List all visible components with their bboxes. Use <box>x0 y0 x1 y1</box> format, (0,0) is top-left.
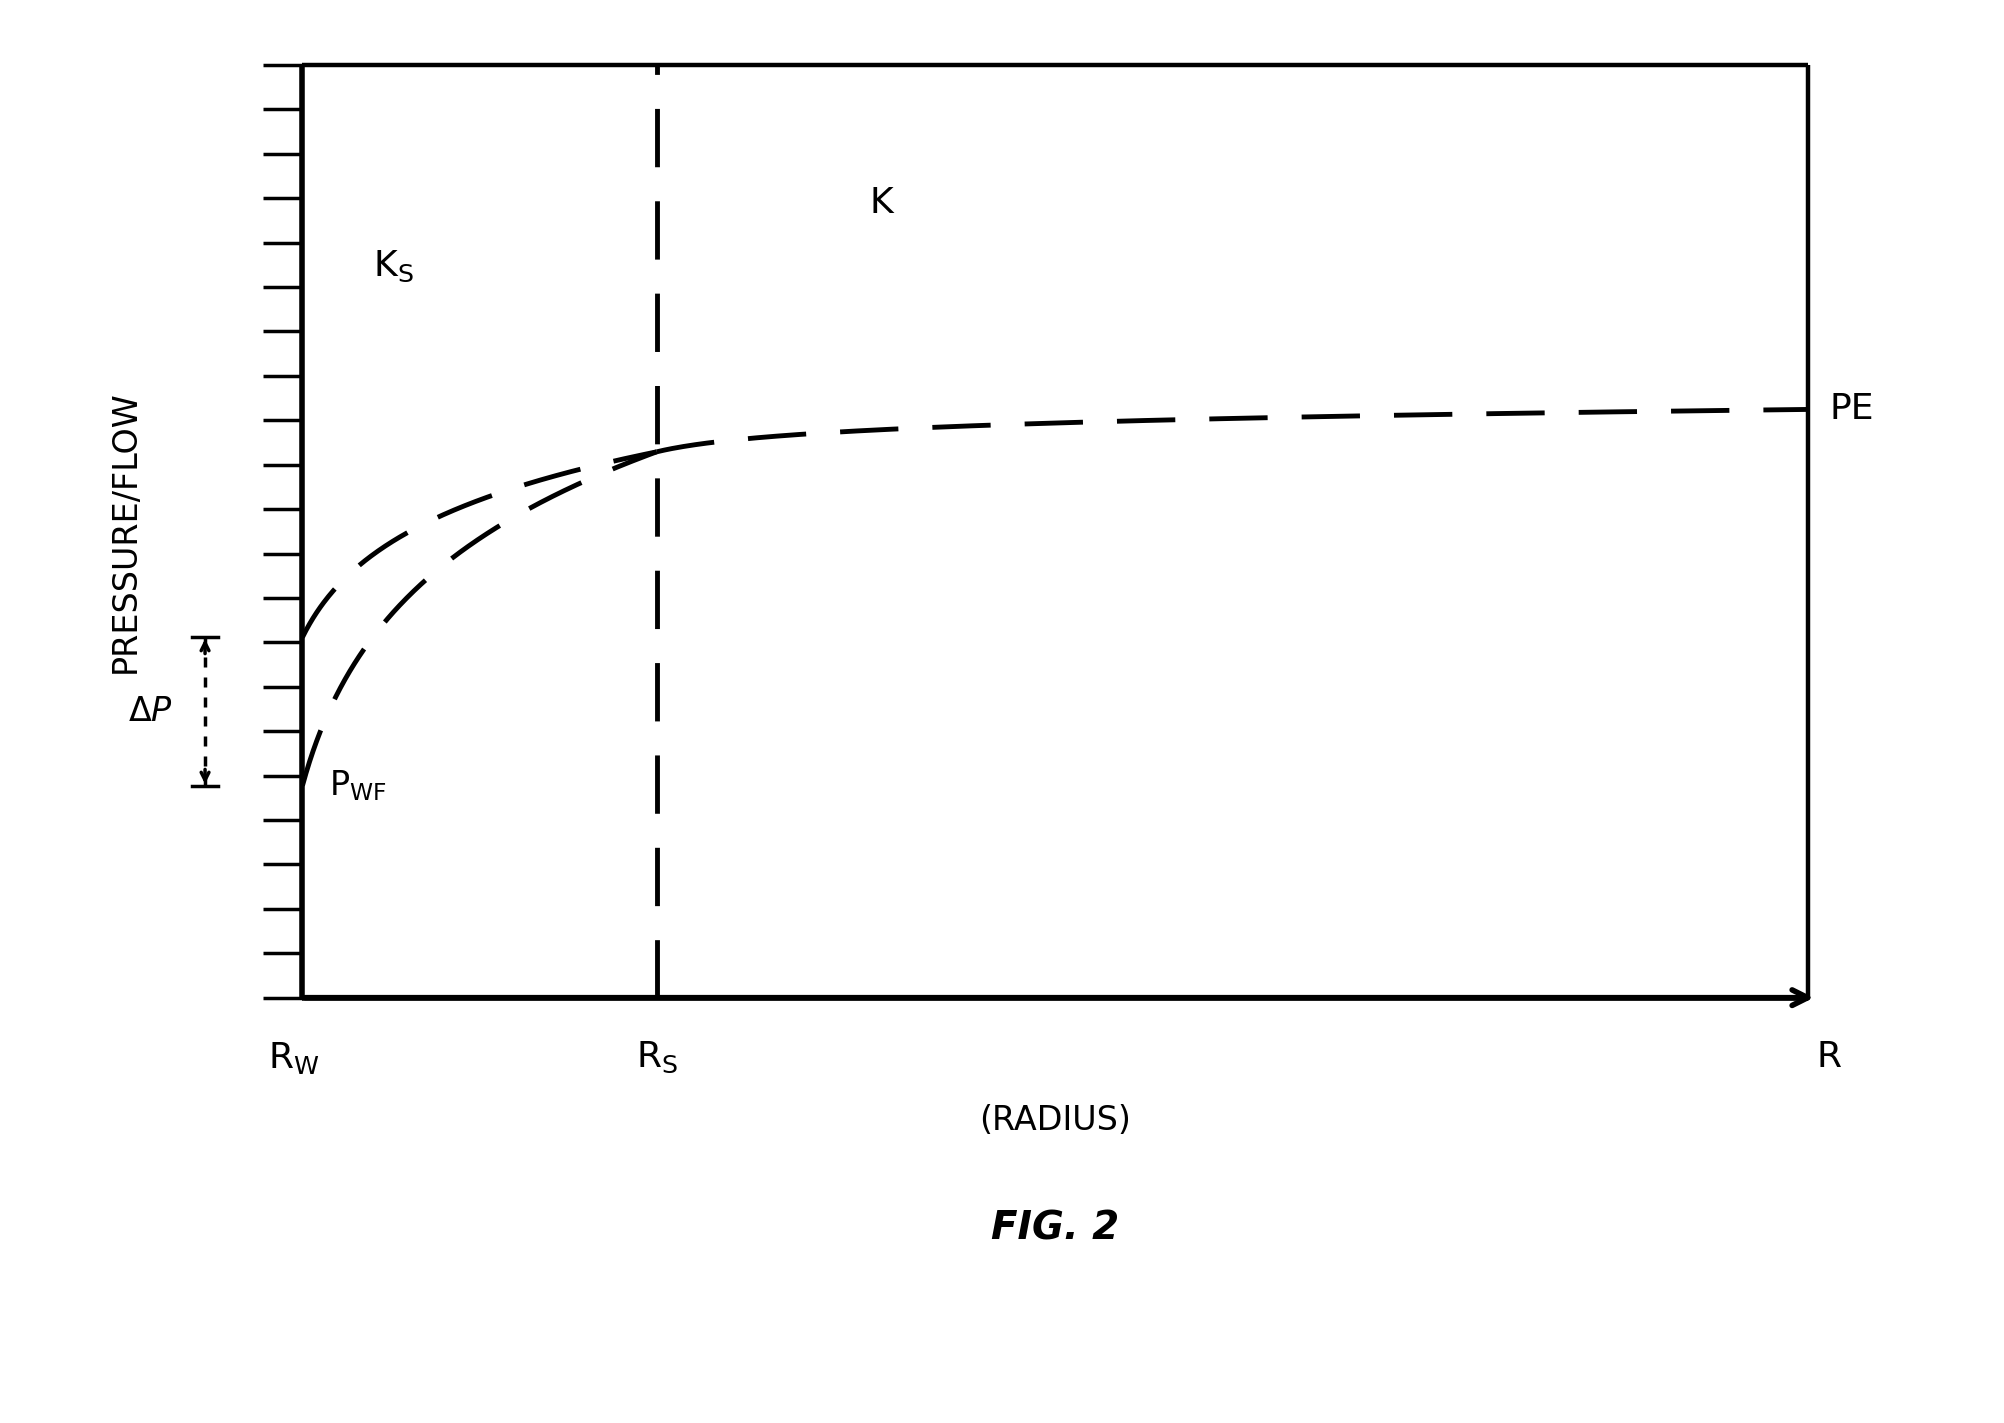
Text: R: R <box>1816 1040 1842 1074</box>
Text: $\mathregular{R_W}$: $\mathregular{R_W}$ <box>269 1040 319 1076</box>
Text: $\mathregular{P_{WF}}$: $\mathregular{P_{WF}}$ <box>329 768 387 803</box>
Text: $\mathregular{K_S}$: $\mathregular{K_S}$ <box>373 249 415 285</box>
Text: FIG. 2: FIG. 2 <box>992 1210 1118 1248</box>
Text: $\Delta P$: $\Delta P$ <box>128 694 172 729</box>
Text: K: K <box>870 186 894 219</box>
Text: PRESSURE/FLOW: PRESSURE/FLOW <box>108 390 142 673</box>
Text: PE: PE <box>1830 393 1874 427</box>
Text: $\mathregular{R_S}$: $\mathregular{R_S}$ <box>635 1040 677 1076</box>
Text: (RADIUS): (RADIUS) <box>980 1104 1130 1137</box>
